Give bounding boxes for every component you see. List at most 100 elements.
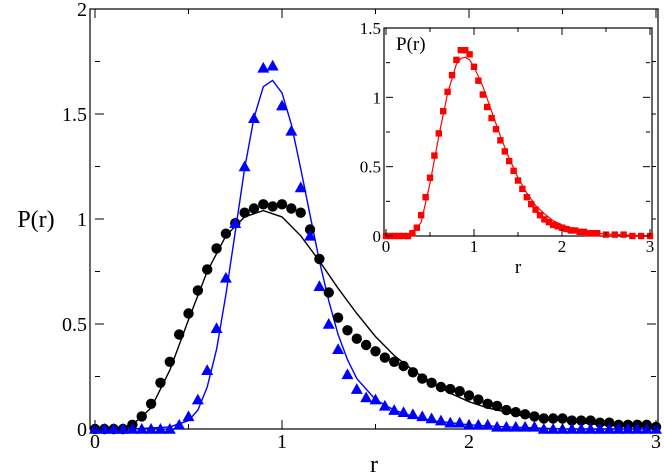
main-point-circle: [342, 325, 353, 336]
main-point-circle: [332, 312, 344, 323]
main-point-triangle: [126, 423, 139, 434]
main-point-circle: [585, 415, 596, 426]
inset-x-tick-label: 3: [646, 237, 655, 256]
inset-y-tick-label: 0.5: [360, 158, 381, 177]
main-point-triangle: [472, 418, 485, 430]
main-point-circle: [491, 400, 503, 412]
main-point-triangle: [257, 61, 270, 73]
inset-point-square: [536, 212, 544, 219]
main-point-triangle: [107, 423, 120, 434]
inset-x-axis-label: r: [515, 257, 522, 278]
main-point-circle: [389, 356, 400, 367]
inset-point-square: [470, 63, 478, 71]
main-point-circle: [267, 201, 278, 212]
main-point-triangle: [163, 423, 176, 434]
main-point-circle: [239, 207, 250, 218]
inset-point-square: [488, 114, 495, 122]
main-point-circle: [258, 199, 269, 210]
inset-point-square: [514, 177, 522, 184]
main-point-triangle: [621, 423, 634, 434]
main-point-triangle: [612, 423, 625, 434]
main-point-circle: [183, 308, 194, 319]
main-point-circle: [379, 352, 391, 363]
main-point-circle: [211, 243, 222, 254]
main-point-triangle: [397, 406, 410, 417]
main-point-triangle: [509, 420, 522, 432]
main-point-circle: [145, 398, 157, 409]
inset-axis-ticks: 0 1 2 3 0 0.5 1 1.5: [360, 19, 655, 256]
main-point-triangle: [565, 423, 578, 434]
inset-point-square: [620, 231, 627, 238]
main-point-circle: [360, 339, 372, 351]
inset-point-square: [409, 230, 416, 237]
main-point-circle: [426, 377, 437, 388]
inset-point-square: [435, 130, 442, 137]
inset-point-square: [431, 152, 438, 159]
main-point-triangle: [341, 368, 354, 380]
main-point-circle: [173, 329, 185, 340]
inset-point-square: [528, 200, 535, 208]
main-point-circle: [407, 367, 419, 378]
main-point-triangle: [500, 420, 513, 432]
inset-point-square: [462, 46, 469, 54]
main-point-triangle: [304, 229, 317, 241]
main-point-circle: [566, 415, 578, 426]
inset-point-square: [506, 157, 513, 165]
main-point-circle: [136, 411, 147, 422]
main-data-points: [89, 59, 662, 435]
inset-point-square: [532, 206, 539, 213]
inset-point-square: [492, 126, 500, 133]
inset-x-tick-label: 0: [382, 237, 391, 256]
main-point-circle: [604, 417, 615, 428]
main-point-triangle: [434, 414, 447, 426]
main-point-circle: [594, 417, 606, 428]
inset-point-square: [523, 193, 530, 201]
main-y-tick-label: 1.5: [62, 104, 87, 126]
main-point-triangle: [640, 423, 653, 434]
main-point-circle: [501, 404, 512, 416]
main-y-axis-label: P(r): [17, 207, 54, 233]
main-point-triangle: [593, 423, 606, 434]
main-point-circle: [454, 386, 465, 397]
inset-point-square: [567, 227, 574, 234]
inset-point-square: [541, 216, 548, 223]
main-point-triangle: [575, 423, 588, 434]
main-point-circle: [323, 287, 334, 298]
main-point-triangle: [491, 420, 504, 432]
main-y-tick-label: 0.5: [62, 314, 87, 336]
inset-point-square: [440, 108, 447, 115]
inset-point-square: [400, 232, 407, 240]
main-point-triangle: [266, 59, 279, 71]
main-point-triangle: [416, 410, 429, 422]
main-point-circle: [164, 356, 175, 367]
main-point-triangle: [247, 112, 260, 123]
main-point-triangle: [154, 423, 167, 434]
main-point-circle: [286, 203, 297, 214]
inset-point-square: [594, 230, 601, 237]
main-point-triangle: [238, 160, 251, 172]
main-point-circle: [295, 207, 306, 218]
main-point-circle: [370, 346, 381, 357]
main-point-circle: [276, 199, 288, 210]
main-point-circle: [529, 411, 540, 422]
main-point-circle: [304, 224, 316, 235]
main-point-triangle: [481, 418, 494, 430]
inset-point-square: [611, 231, 618, 238]
inset-point-square: [404, 232, 412, 240]
inset-y-tick-label: 1.5: [360, 19, 381, 38]
main-point-triangle: [425, 412, 438, 424]
inset-point-square: [479, 91, 486, 98]
inset-point-square: [422, 193, 429, 201]
main-point-triangle: [182, 410, 195, 422]
main-point-triangle: [537, 423, 550, 434]
inset-y-axis-label: P(r): [396, 34, 426, 55]
inset-y-tick-label: 0: [373, 227, 382, 246]
main-point-triangle: [388, 404, 401, 415]
main-plot: 0 1 2 3 0 0.5 1 1.5 2 r P(r): [17, 0, 662, 475]
main-y-tick-label: 2: [77, 0, 87, 21]
main-point-circle: [510, 407, 521, 418]
inset-background: [384, 28, 652, 236]
main-point-triangle: [135, 423, 148, 434]
inset-point-square: [484, 103, 491, 111]
inset-point-square: [466, 51, 473, 58]
